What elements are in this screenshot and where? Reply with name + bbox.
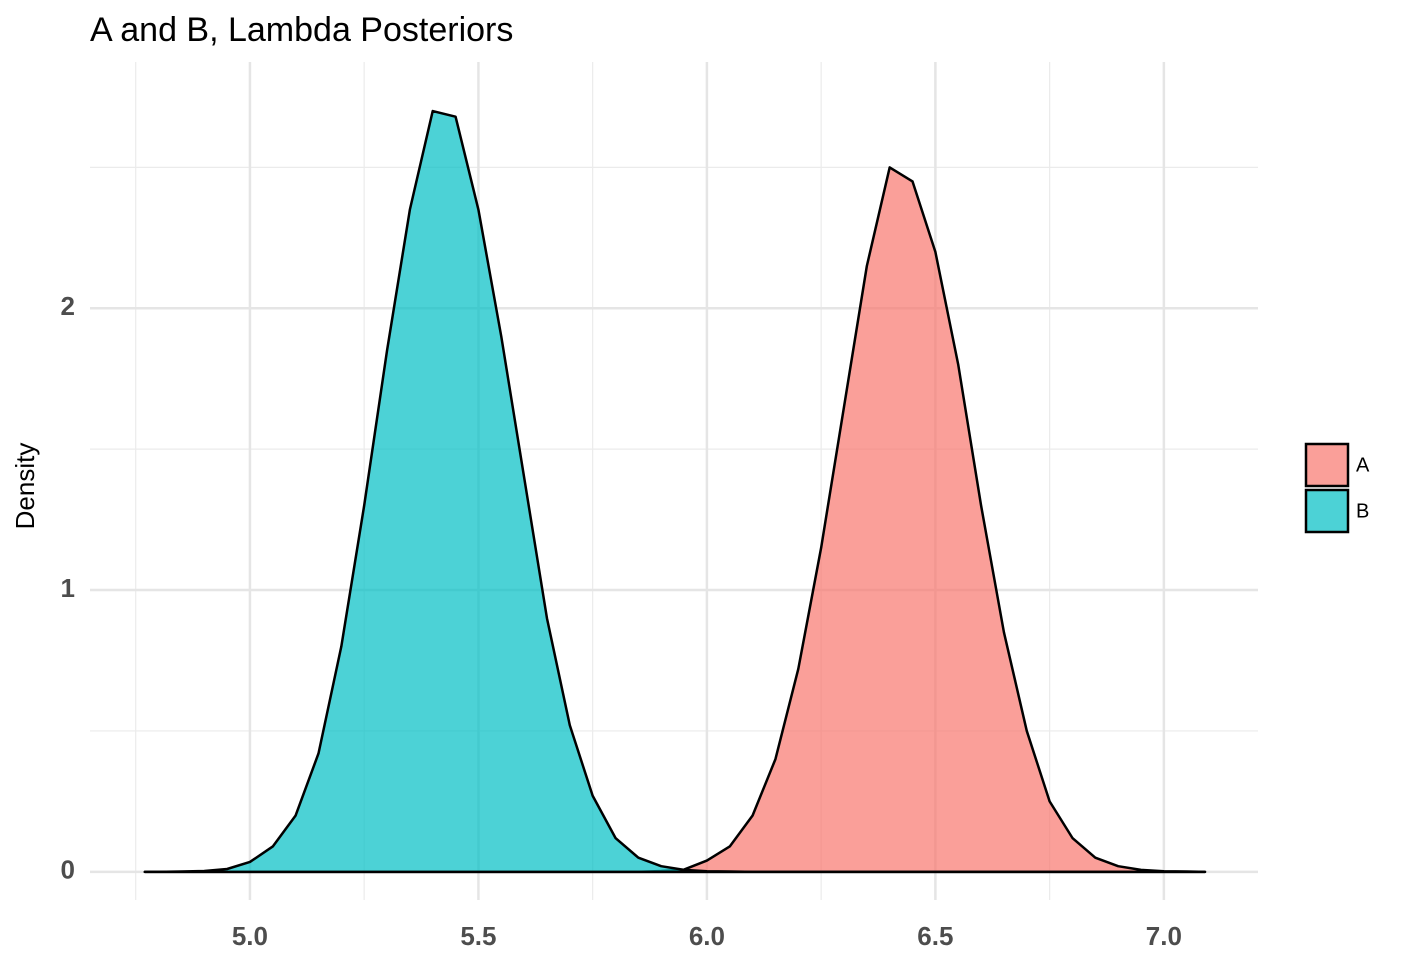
x-tick-label: 7.0 <box>1146 921 1182 951</box>
legend-label: B <box>1356 500 1369 522</box>
y-tick-label: 2 <box>61 291 75 321</box>
y-tick-label: 0 <box>61 855 75 885</box>
legend-key <box>1304 488 1350 534</box>
y-tick-label: 1 <box>61 573 75 603</box>
legend-label: A <box>1356 454 1370 476</box>
x-tick-label: 6.0 <box>689 921 725 951</box>
x-tick-label: 6.5 <box>917 921 953 951</box>
x-tick-label: 5.5 <box>460 921 496 951</box>
x-tick-label: 5.0 <box>232 921 268 951</box>
density-area <box>143 166 1207 874</box>
y-axis-label: Density <box>10 443 40 530</box>
chart-title: A and B, Lambda Posteriors <box>90 11 513 49</box>
density-area <box>143 109 1207 874</box>
legend-key <box>1304 442 1350 488</box>
